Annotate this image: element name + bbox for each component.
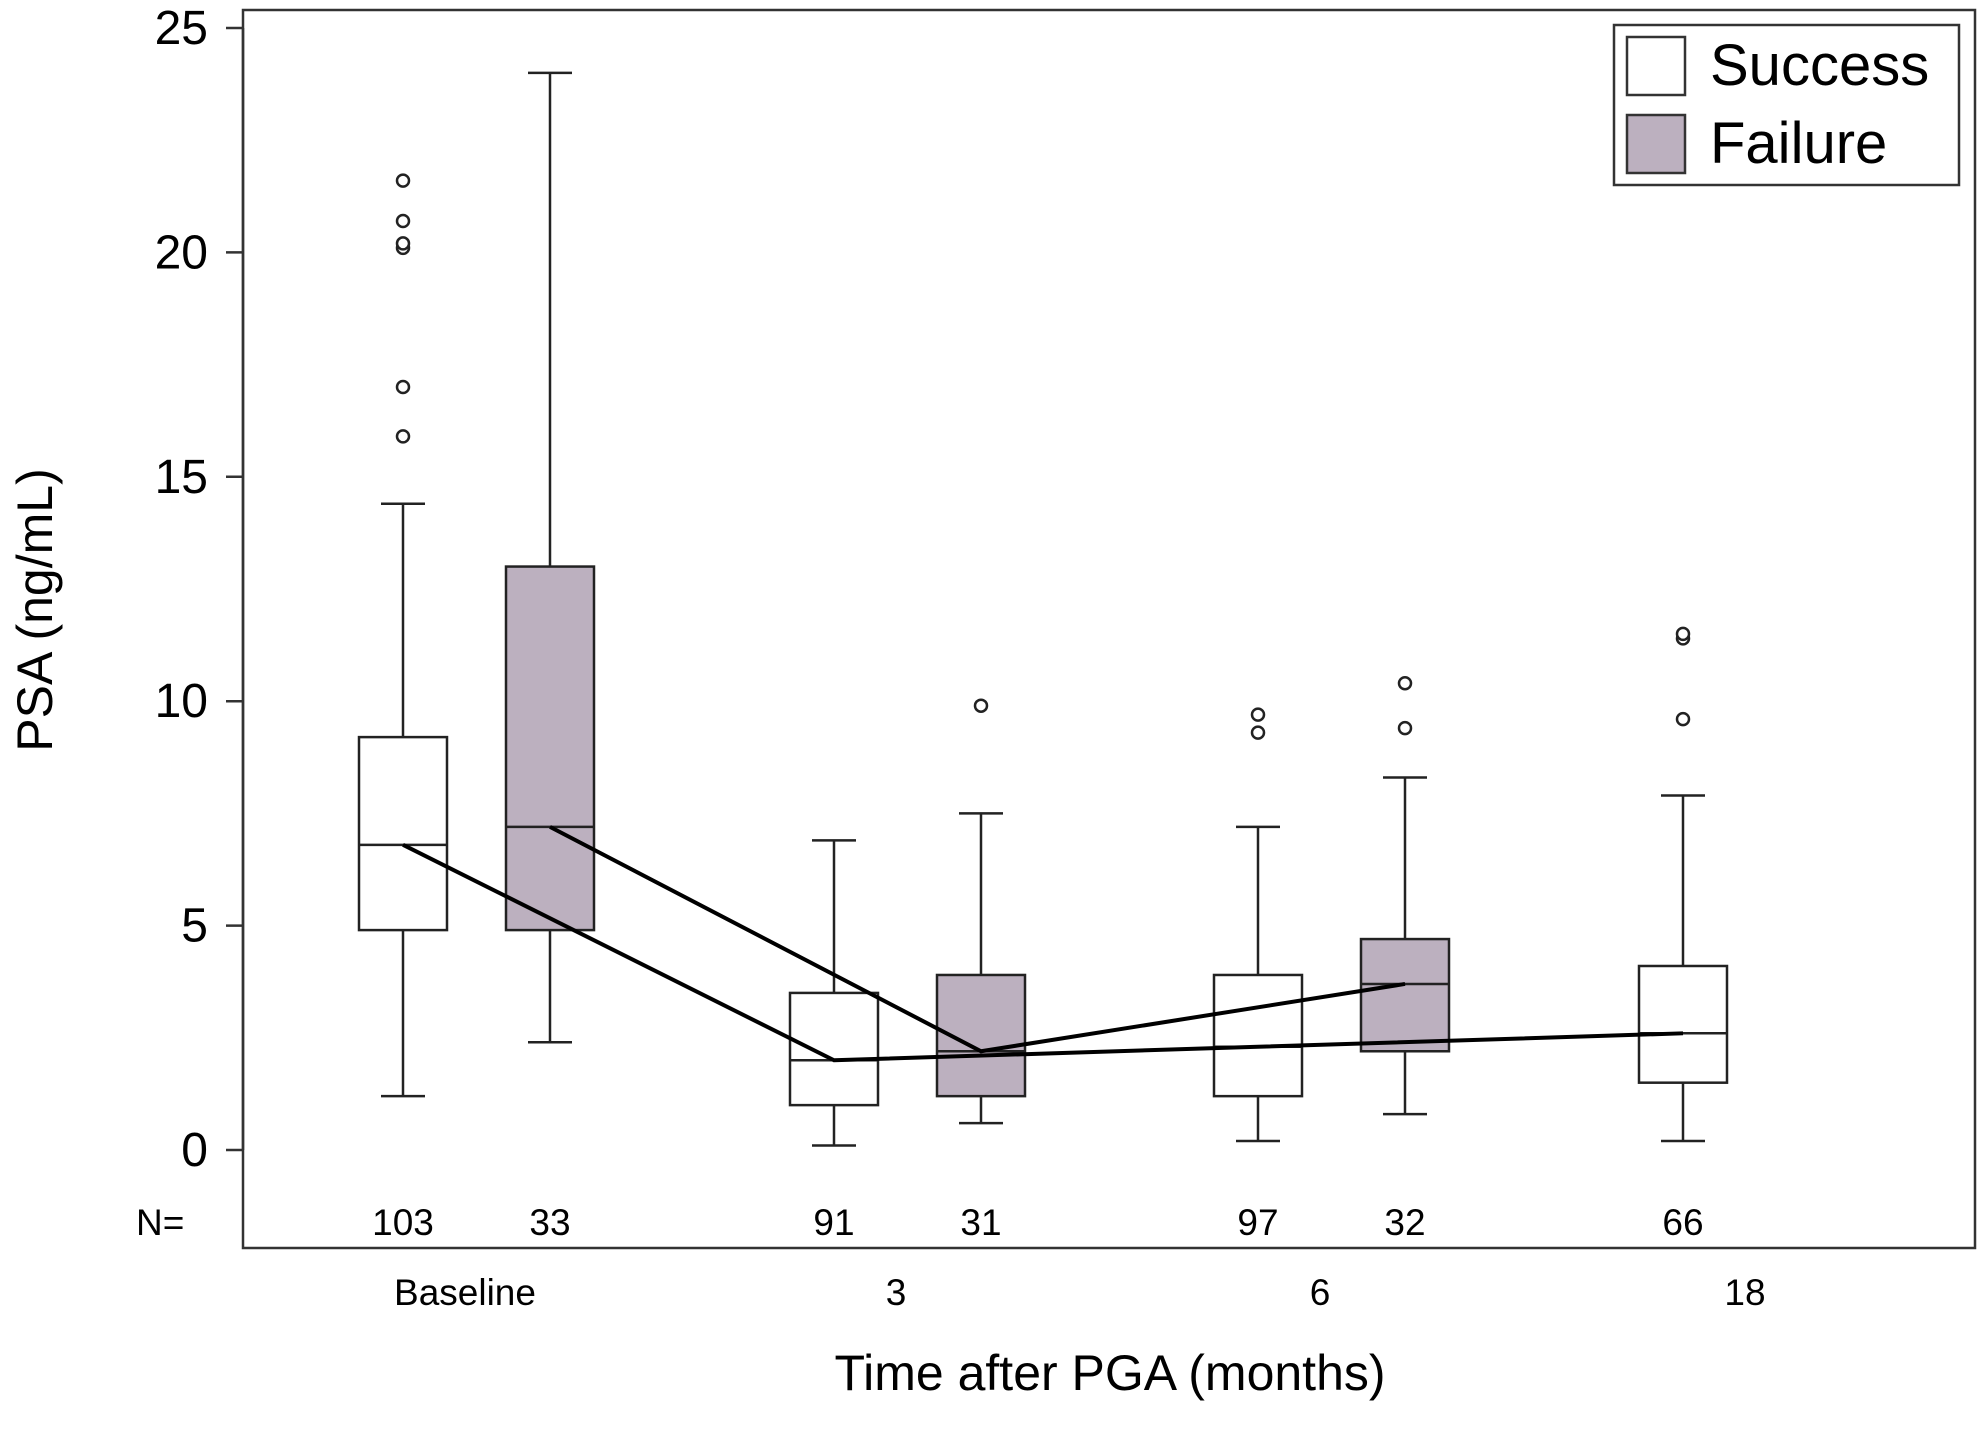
iqr-box (1212, 973, 1304, 1098)
n-prefix-label: N= (136, 1202, 184, 1243)
outlier-point (395, 213, 411, 229)
n-label-success-baseline: 103 (372, 1202, 434, 1243)
y-tick-label-25: 25 (155, 2, 208, 55)
outlier-point (395, 379, 411, 395)
legend-swatch-success (1625, 35, 1687, 97)
outlier-point (1250, 725, 1266, 740)
legend-swatch-failure (1625, 113, 1687, 175)
outlier-point (1250, 707, 1266, 722)
box-success-baseline (357, 173, 449, 1098)
box-success-3 (788, 839, 880, 1147)
legend: Success Failure (1612, 23, 1961, 187)
outlier-point (395, 236, 411, 251)
iqr-box (357, 735, 449, 932)
x-category-label-baseline: Baseline (394, 1272, 536, 1313)
box-failure-3 (935, 698, 1027, 1125)
box-failure-6 (1359, 675, 1451, 1116)
box-success-6 (1212, 707, 1304, 1143)
iqr-box (1637, 964, 1729, 1084)
iqr-box (788, 991, 880, 1107)
x-axis-title: Time after PGA (months) (834, 1345, 1385, 1401)
box-success-18 (1637, 626, 1729, 1143)
outlier-point (395, 429, 411, 444)
n-label-success-18: 66 (1662, 1202, 1703, 1243)
n-label-failure-baseline: 33 (529, 1202, 570, 1243)
n-label-success-6: 97 (1237, 1202, 1278, 1243)
n-label-failure-6: 32 (1384, 1202, 1425, 1243)
outlier-point (1675, 711, 1691, 727)
n-label-failure-3: 31 (960, 1202, 1001, 1243)
outlier-point (1397, 720, 1413, 736)
iqr-box (1359, 937, 1451, 1053)
iqr-box (504, 565, 596, 932)
y-axis-title: PSA (ng/mL) (7, 468, 63, 751)
outlier-point (973, 698, 989, 713)
y-tick-label-20: 20 (155, 226, 208, 279)
x-category-label-3: 3 (886, 1272, 907, 1313)
outlier-point (1397, 675, 1413, 691)
legend-label-failure: Failure (1710, 111, 1887, 176)
median-trend-line-success (402, 843, 1684, 1063)
outlier-point (395, 173, 411, 188)
x-category-label-18: 18 (1724, 1272, 1765, 1313)
outlier-point (1675, 626, 1691, 642)
y-tick-label-5: 5 (181, 900, 208, 953)
x-category-label-6: 6 (1310, 1272, 1331, 1313)
median-trend-line-failure (549, 825, 1406, 1054)
legend-label-success: Success (1710, 33, 1929, 98)
box-failure-baseline (504, 71, 596, 1044)
y-tick-label-10: 10 (155, 675, 208, 728)
y-tick-label-0: 0 (181, 1124, 208, 1177)
n-label-success-3: 91 (813, 1202, 854, 1243)
y-tick-label-15: 15 (155, 451, 208, 504)
